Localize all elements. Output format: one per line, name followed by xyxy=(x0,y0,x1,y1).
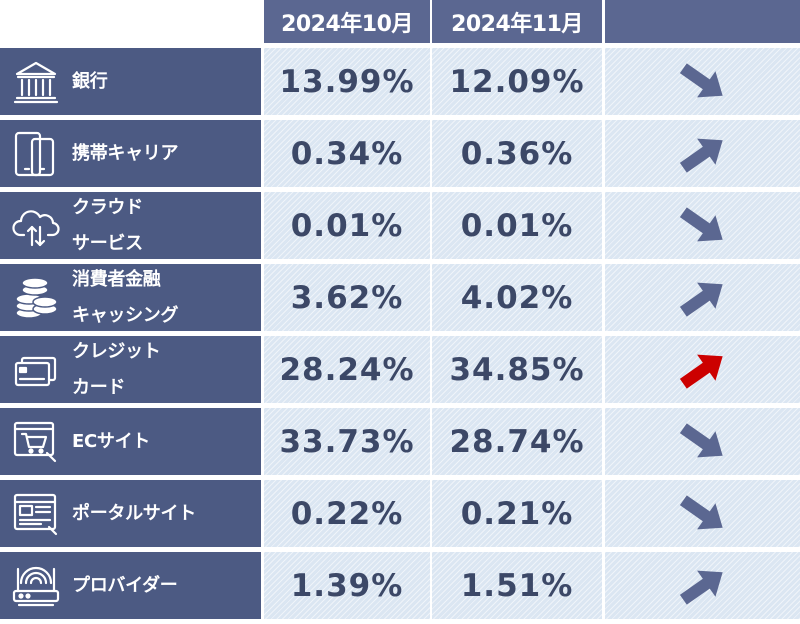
value-nov: 28.74% xyxy=(432,408,602,475)
trend-cell xyxy=(605,408,800,475)
value-oct: 13.99% xyxy=(264,48,430,115)
value-nov: 0.21% xyxy=(432,480,602,547)
bank-icon xyxy=(0,48,72,115)
arrow-up-right-icon xyxy=(679,354,723,389)
value-nov: 34.85% xyxy=(432,336,602,403)
row-label: 銀行 xyxy=(0,48,261,115)
value-oct: 33.73% xyxy=(264,408,430,475)
value-nov: 0.36% xyxy=(432,120,602,187)
header-nov-2024: 2024年11月 xyxy=(432,0,602,43)
row-label: 消費者金融 キャッシング xyxy=(0,264,261,331)
arrow-down-right-icon xyxy=(679,422,723,457)
row-label-text: クレジット カード xyxy=(72,340,161,398)
header-oct-2024: 2024年10月 xyxy=(264,0,430,43)
router-icon xyxy=(0,552,72,619)
row-label: プロバイダー xyxy=(0,552,261,619)
row-label: 携帯キャリア xyxy=(0,120,261,187)
value-nov: 12.09% xyxy=(432,48,602,115)
row-label-text: 銀行 xyxy=(72,70,108,92)
row-label: ポータルサイト xyxy=(0,480,261,547)
mobile-phone-icon xyxy=(0,120,72,187)
value-nov: 0.01% xyxy=(432,192,602,259)
value-nov: 4.02% xyxy=(432,264,602,331)
header-trend xyxy=(605,0,800,43)
row-label-text: クラウド サービス xyxy=(72,196,143,254)
value-oct: 3.62% xyxy=(264,264,430,331)
credit-card-icon xyxy=(0,336,72,403)
value-nov: 1.51% xyxy=(432,552,602,619)
value-oct: 28.24% xyxy=(264,336,430,403)
trend-cell xyxy=(605,264,800,331)
arrow-up-right-icon xyxy=(679,282,723,317)
value-oct: 1.39% xyxy=(264,552,430,619)
portal-window-icon xyxy=(0,480,72,547)
trend-cell xyxy=(605,192,800,259)
arrow-up-right-icon xyxy=(679,570,723,605)
row-label: ECサイト xyxy=(0,408,261,475)
trend-cell xyxy=(605,120,800,187)
coins-icon xyxy=(0,264,72,331)
row-label-text: ECサイト xyxy=(72,430,151,452)
trend-cell xyxy=(605,552,800,619)
arrow-up-right-icon xyxy=(679,138,723,173)
trend-cell xyxy=(605,480,800,547)
row-label: クラウド サービス xyxy=(0,192,261,259)
row-label-text: プロバイダー xyxy=(72,574,178,596)
arrow-down-right-icon xyxy=(679,206,723,241)
arrow-down-right-icon xyxy=(679,494,723,529)
shopping-cart-icon xyxy=(0,408,72,475)
row-label-text: 消費者金融 キャッシング xyxy=(72,268,179,326)
row-label-text: 携帯キャリア xyxy=(72,142,179,164)
value-oct: 0.34% xyxy=(264,120,430,187)
row-label-text: ポータルサイト xyxy=(72,502,196,524)
trend-cell xyxy=(605,336,800,403)
trend-cell xyxy=(605,48,800,115)
value-oct: 0.01% xyxy=(264,192,430,259)
value-oct: 0.22% xyxy=(264,480,430,547)
cloud-icon xyxy=(0,192,72,259)
row-label: クレジット カード xyxy=(0,336,261,403)
arrow-down-right-icon xyxy=(679,62,723,97)
